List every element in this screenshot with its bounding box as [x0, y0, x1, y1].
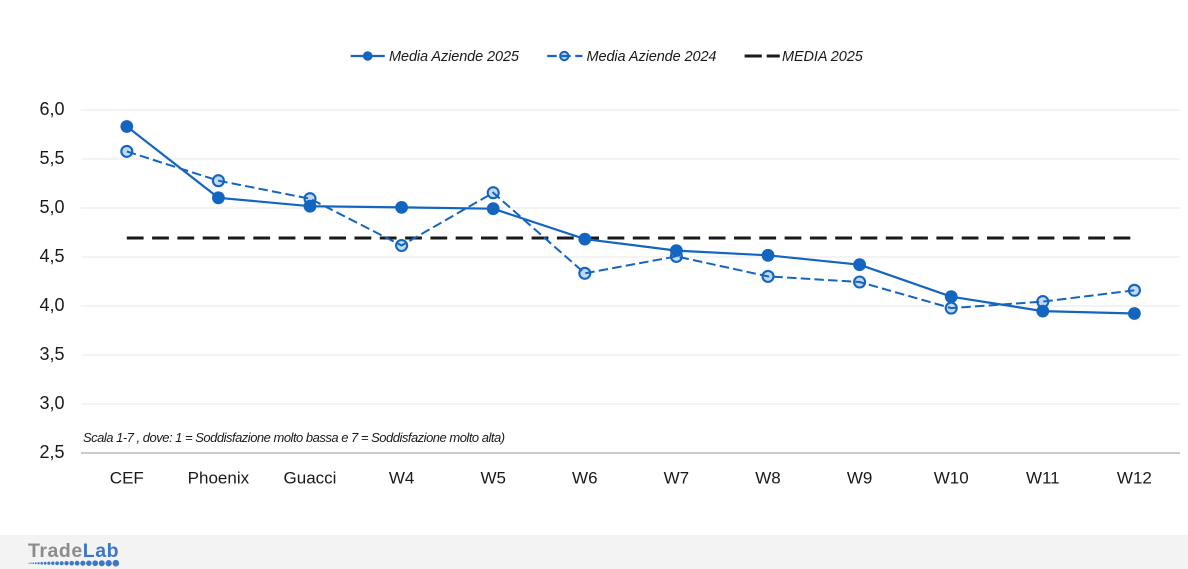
svg-text:4,5: 4,5 — [39, 246, 64, 266]
svg-text:Guacci: Guacci — [284, 469, 337, 488]
svg-text:4,0: 4,0 — [39, 295, 64, 315]
svg-text:W4: W4 — [389, 469, 415, 488]
svg-text:TradeLab: TradeLab — [28, 540, 119, 562]
svg-text:3,5: 3,5 — [39, 344, 64, 364]
svg-text:W7: W7 — [664, 469, 690, 488]
svg-text:Media Aziende 2025: Media Aziende 2025 — [389, 49, 520, 65]
svg-text:2,5: 2,5 — [39, 442, 64, 462]
svg-text:W6: W6 — [572, 469, 598, 488]
svg-text:5,5: 5,5 — [39, 148, 64, 168]
svg-text:W5: W5 — [480, 469, 506, 488]
svg-text:Scala 1-7 , dove: 1 = Soddisfa: Scala 1-7 , dove: 1 = Soddisfazione molt… — [83, 430, 505, 445]
svg-text:Phoenix: Phoenix — [188, 469, 250, 488]
svg-text:W10: W10 — [934, 469, 969, 488]
svg-text:Media Aziende 2024: Media Aziende 2024 — [587, 49, 717, 65]
svg-text:MEDIA 2025: MEDIA 2025 — [782, 49, 864, 65]
svg-text:W12: W12 — [1117, 469, 1152, 488]
svg-text:5,0: 5,0 — [39, 197, 64, 217]
svg-text:W8: W8 — [755, 469, 781, 488]
svg-text:W11: W11 — [1026, 469, 1060, 488]
svg-text:6,0: 6,0 — [39, 99, 64, 119]
svg-text:W9: W9 — [847, 469, 873, 488]
svg-text:CEF: CEF — [110, 469, 144, 488]
svg-text:3,0: 3,0 — [39, 393, 64, 413]
